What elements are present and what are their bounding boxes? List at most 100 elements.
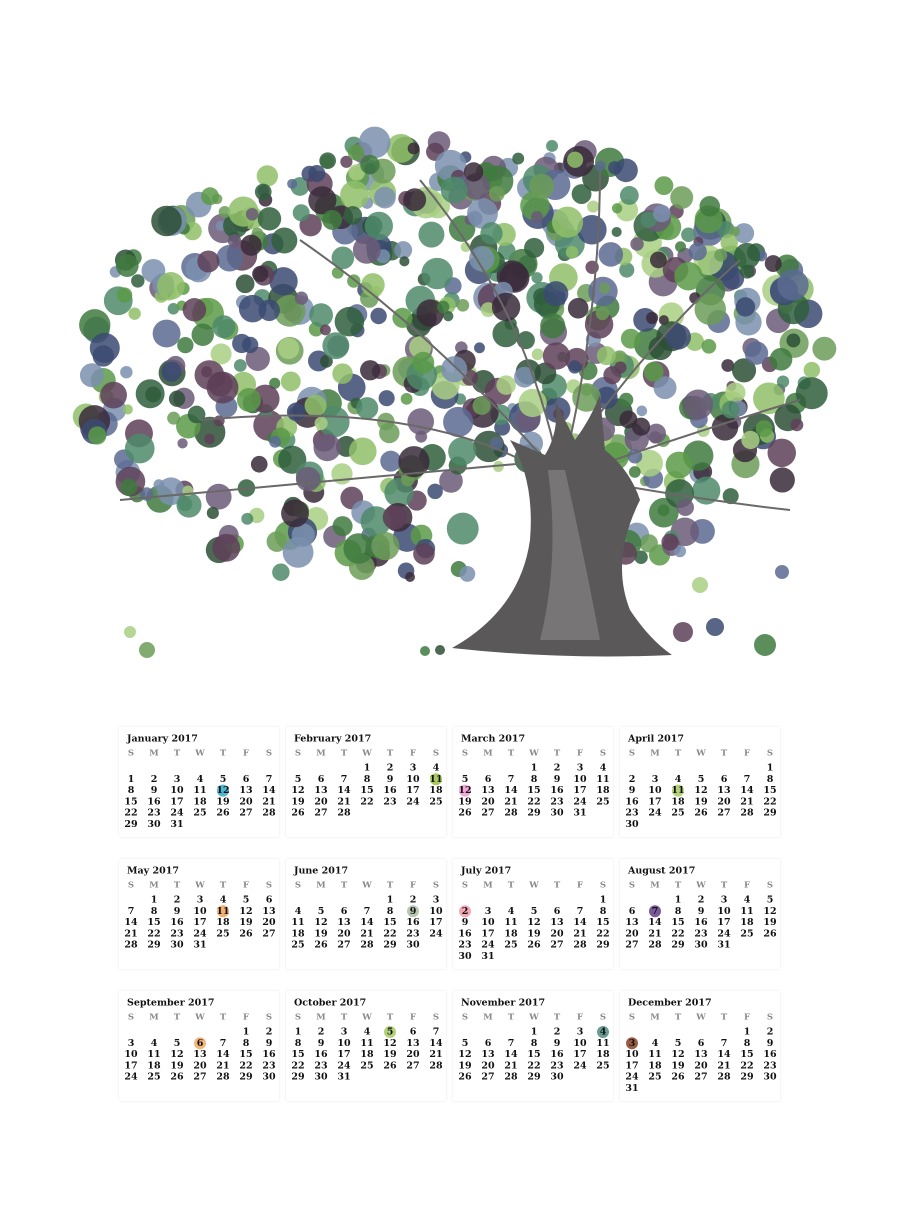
day: 6 [318, 774, 325, 785]
leaf [608, 161, 622, 175]
leaf [407, 142, 420, 155]
leaf [777, 269, 809, 301]
leaf [706, 618, 724, 636]
day: 14 [262, 785, 276, 796]
leaf [654, 176, 674, 196]
day: 23 [550, 1060, 563, 1071]
day: 25 [596, 1060, 609, 1071]
weekday: W [361, 749, 372, 759]
day: 22 [740, 1060, 753, 1071]
day: 6 [721, 774, 728, 785]
leaf [472, 396, 491, 415]
day: 24 [337, 1060, 351, 1071]
day: 10 [124, 1049, 138, 1060]
leaf [529, 173, 555, 199]
day-highlight [597, 1026, 609, 1038]
day: 16 [170, 917, 184, 928]
day: 8 [675, 906, 682, 917]
day: 31 [625, 1083, 638, 1094]
leaf [120, 478, 138, 496]
leaf [304, 394, 327, 417]
day: 13 [314, 785, 327, 796]
weekday: F [410, 1013, 416, 1023]
leaf [459, 565, 476, 582]
leaf [614, 361, 627, 374]
day: 5 [531, 906, 538, 917]
leaf [254, 183, 272, 201]
leaf [675, 241, 687, 253]
day: 1 [151, 895, 158, 906]
leaf [92, 345, 114, 367]
day: 23 [147, 808, 160, 819]
day-highlight [217, 784, 229, 797]
day: 11 [740, 906, 753, 917]
leaf [755, 420, 773, 438]
day: 1 [675, 895, 682, 906]
day: 25 [740, 928, 753, 939]
leaf [309, 303, 333, 327]
leaf [443, 310, 454, 322]
branch [569, 169, 601, 441]
leaf [232, 333, 252, 354]
leaf [360, 360, 381, 381]
day: 29 [527, 808, 541, 819]
day: 31 [717, 940, 730, 951]
day: 21 [262, 796, 275, 807]
leaf [665, 324, 691, 350]
weekday: S [295, 749, 301, 759]
day: 11 [648, 1049, 661, 1060]
leaf [269, 377, 281, 389]
leaf [319, 152, 337, 170]
weekday: S [128, 881, 134, 891]
leaf [665, 451, 693, 479]
day: 15 [596, 917, 609, 928]
day: 17 [648, 796, 661, 807]
leaf [88, 426, 107, 445]
day-highlight [459, 784, 471, 797]
day: 5 [220, 774, 227, 785]
day: 22 [360, 796, 373, 807]
day: 20 [239, 796, 253, 807]
weekday: T [387, 1013, 394, 1023]
day: 14 [740, 785, 754, 796]
leaf [440, 176, 468, 204]
leaf [379, 422, 400, 444]
leaf [139, 642, 155, 658]
day: 20 [550, 928, 564, 939]
day: 15 [671, 917, 684, 928]
day: 9 [462, 917, 469, 928]
day: 5 [462, 774, 469, 785]
leaf [245, 207, 259, 221]
leaf [347, 144, 365, 161]
day: 15 [291, 1049, 304, 1060]
day: 18 [291, 928, 305, 939]
leaf [207, 371, 233, 397]
leaf [611, 203, 623, 214]
day: 29 [147, 940, 161, 951]
day: 27 [694, 1072, 707, 1083]
leaf [701, 338, 717, 354]
day: 15 [239, 1049, 252, 1060]
day: 2 [266, 1027, 273, 1038]
day: 14 [573, 917, 587, 928]
leaf [531, 272, 543, 284]
day: 19 [291, 796, 305, 807]
day: 7 [266, 774, 273, 785]
leaf [115, 254, 139, 277]
leaf [717, 221, 735, 239]
day: 10 [717, 906, 731, 917]
day: 2 [174, 895, 181, 906]
weekday: W [194, 749, 205, 759]
month-card: August 2017 S M T W T F S 1 2 3 4 5 6 7 8 9 10 11 12 13 14 15 1… [620, 859, 780, 969]
weekday: F [243, 881, 249, 891]
weekday: S [295, 1013, 301, 1023]
leaf [191, 323, 214, 346]
day: 24 [573, 1060, 587, 1071]
leaf [636, 449, 663, 477]
day: 11 [596, 774, 609, 785]
day: 25 [504, 940, 517, 951]
leaf [769, 467, 795, 493]
leaf [803, 361, 821, 379]
leaf [469, 246, 495, 272]
day: 7 [721, 1038, 728, 1049]
